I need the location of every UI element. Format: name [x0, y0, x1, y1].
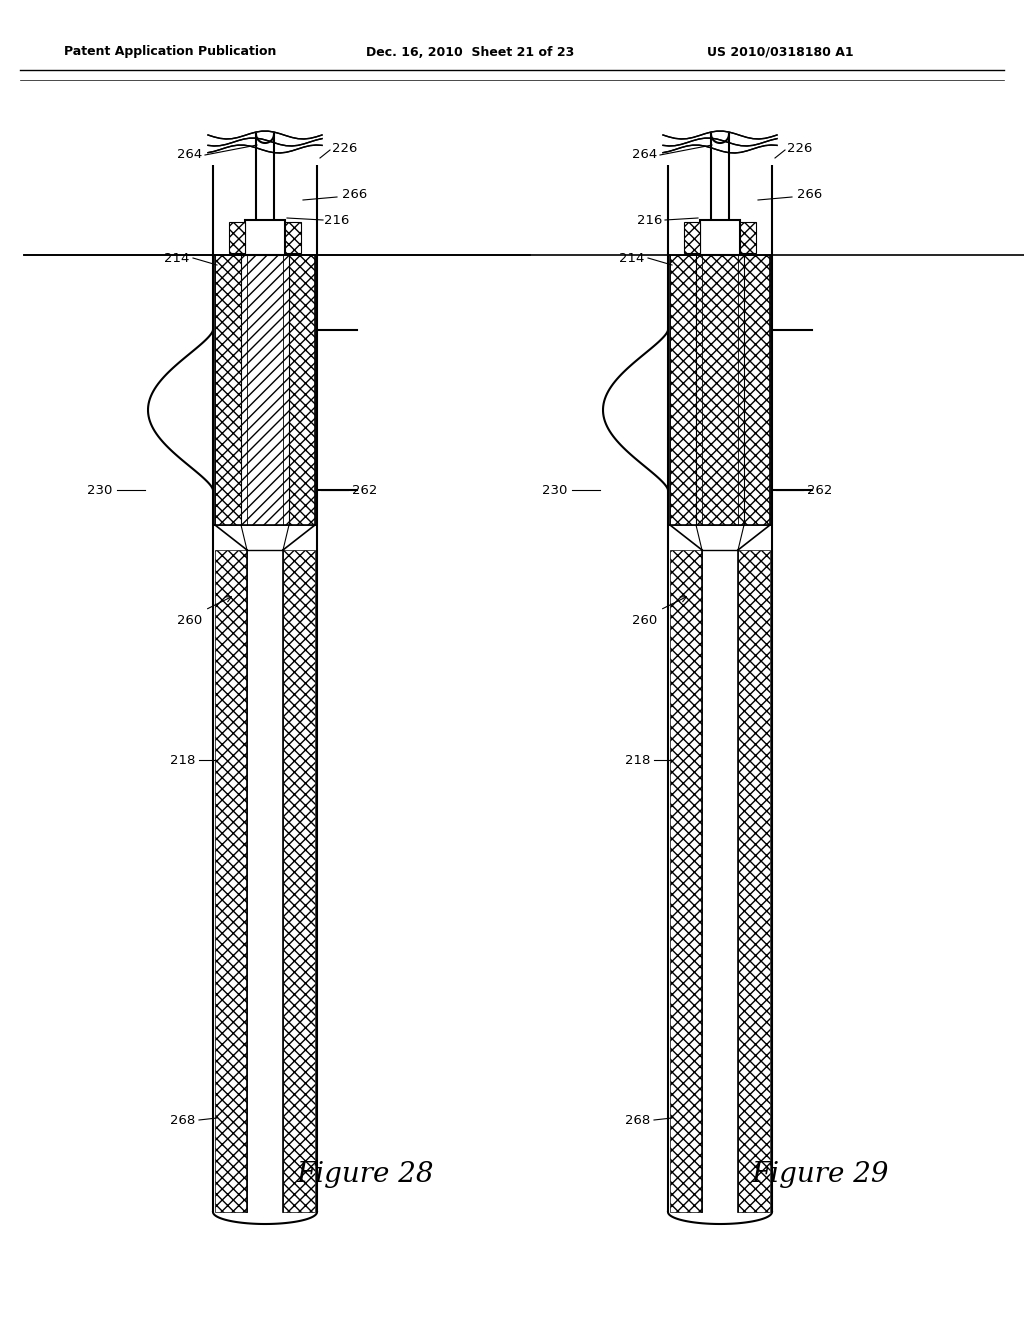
Bar: [696, 255, 744, 525]
Text: US 2010/0318180 A1: US 2010/0318180 A1: [707, 45, 853, 58]
Text: 266: 266: [342, 189, 368, 202]
Bar: [738, 550, 770, 1212]
Text: 268: 268: [170, 1114, 196, 1126]
Bar: [283, 550, 315, 1212]
Text: 264: 264: [633, 149, 657, 161]
Text: 266: 266: [798, 189, 822, 202]
Bar: [285, 222, 301, 253]
Bar: [670, 255, 696, 525]
Bar: [215, 550, 247, 1212]
Bar: [256, 135, 273, 220]
Text: 218: 218: [626, 754, 650, 767]
Text: 230: 230: [543, 483, 567, 496]
Text: 214: 214: [164, 252, 189, 264]
Text: 216: 216: [325, 214, 349, 227]
Bar: [740, 222, 756, 253]
Text: 226: 226: [333, 141, 357, 154]
Text: Patent Application Publication: Patent Application Publication: [63, 45, 276, 58]
Bar: [289, 255, 315, 525]
Text: 268: 268: [626, 1114, 650, 1126]
Text: Dec. 16, 2010  Sheet 21 of 23: Dec. 16, 2010 Sheet 21 of 23: [366, 45, 574, 58]
Text: 218: 218: [170, 754, 196, 767]
Text: Figure 29: Figure 29: [752, 1162, 889, 1188]
Bar: [670, 550, 702, 1212]
Bar: [229, 222, 245, 253]
Text: 260: 260: [177, 614, 203, 627]
Text: 260: 260: [633, 614, 657, 627]
Text: Figure 28: Figure 28: [296, 1162, 434, 1188]
Bar: [248, 550, 282, 1212]
Text: 230: 230: [87, 483, 113, 496]
Bar: [684, 222, 700, 253]
Bar: [703, 550, 737, 1212]
Bar: [215, 255, 241, 525]
Bar: [241, 255, 289, 525]
Bar: [744, 255, 770, 525]
Text: 264: 264: [177, 149, 203, 161]
Bar: [712, 135, 728, 220]
Text: 214: 214: [620, 252, 645, 264]
Text: 262: 262: [352, 483, 378, 496]
Bar: [700, 220, 740, 255]
Text: 262: 262: [807, 483, 833, 496]
Bar: [245, 220, 285, 255]
Text: 226: 226: [787, 141, 813, 154]
Text: 216: 216: [637, 214, 663, 227]
